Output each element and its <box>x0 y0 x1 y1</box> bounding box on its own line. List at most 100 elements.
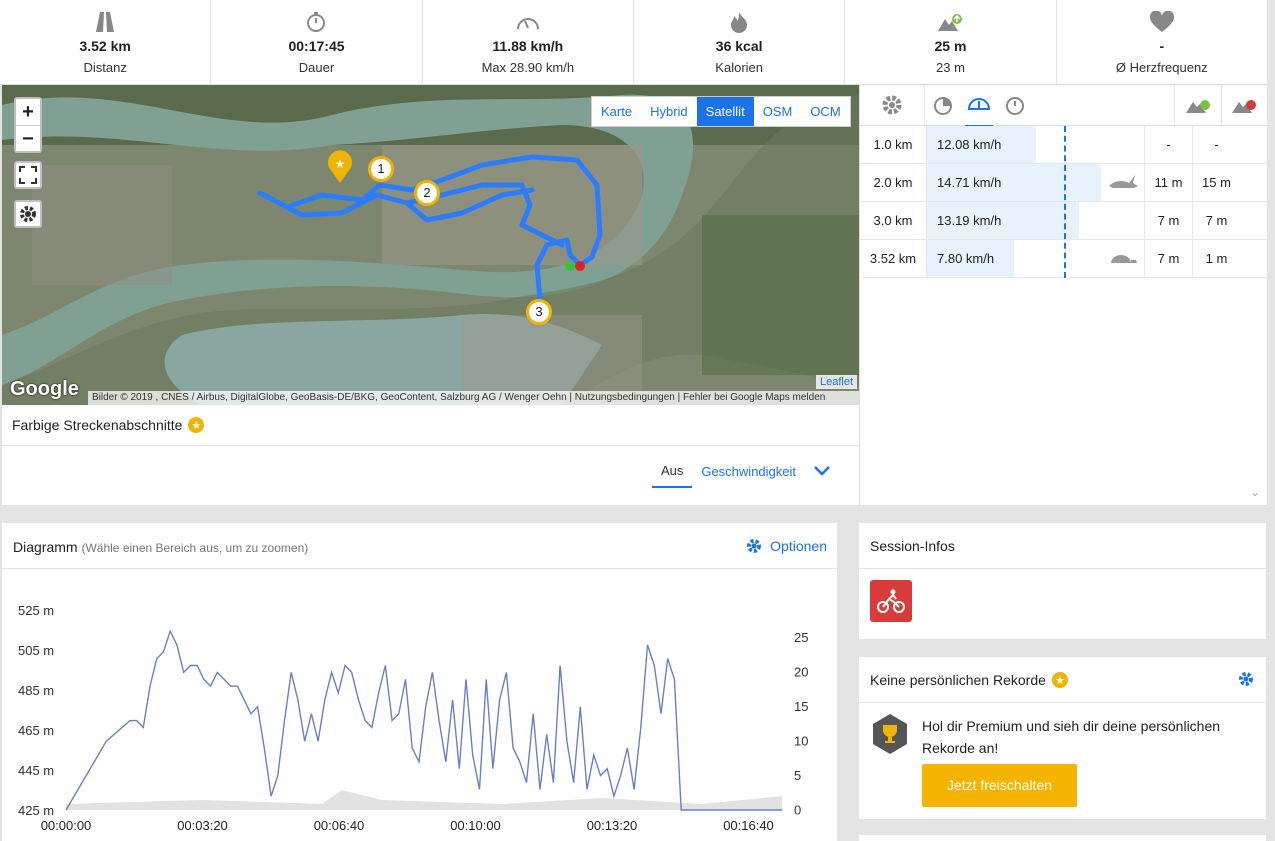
lap-speed: 7.80 km/h <box>937 251 995 266</box>
x-tick-label: 00:03:20 <box>177 818 228 833</box>
lap-speed-cell: 7.80 km/h <box>926 240 1144 277</box>
lap-row: 3.52 km 7.80 km/h 7 m 1 m <box>860 240 1267 278</box>
chart-svg[interactable]: 525 m 505 m 485 m 465 m 445 m 425 m 25 20 15 10 5 0… <box>2 568 837 841</box>
lap-marker-1[interactable]: 1 <box>368 156 394 182</box>
rabbit-icon <box>1107 172 1139 195</box>
gear-icon <box>747 539 762 553</box>
divider <box>859 568 1266 569</box>
lap-speed: 14.71 km/h <box>937 175 1002 190</box>
y-right-tick-label: 20 <box>794 665 808 680</box>
lap-speed-bar <box>927 164 1101 201</box>
diagram-title: Diagramm (Wähle einen Bereich aus, um zu… <box>13 539 308 555</box>
chevron-down-icon[interactable] <box>805 464 839 487</box>
stat-speed: 11.88 km/h Max 28.90 km/h <box>423 0 634 84</box>
lap-elevation-down: - <box>1192 126 1240 163</box>
segments-title: Farbige Streckenabschnitte ★ <box>12 417 205 433</box>
pace-icon[interactable] <box>933 95 953 115</box>
zoom-in-button[interactable]: + <box>22 101 34 123</box>
tab-geschwindigkeit[interactable]: Geschwindigkeit <box>701 464 796 479</box>
lap-speed: 13.19 km/h <box>937 213 1002 228</box>
layer-karte[interactable]: Karte <box>601 104 633 119</box>
stat-calories: 36 kcal Kalorien <box>634 0 846 84</box>
map-settings-button[interactable] <box>14 200 42 228</box>
stat-label: Dauer <box>298 60 335 75</box>
map-layer-switcher: Karte Hybrid Satellit OSM OCM <box>591 96 851 127</box>
x-tick-label: 00:16:40 <box>723 818 774 833</box>
diagram-panel: Diagramm (Wähle einen Bereich aus, um zu… <box>2 523 837 841</box>
records-settings-button[interactable] <box>1238 671 1254 692</box>
speed-tab[interactable] <box>964 84 993 127</box>
options-button[interactable]: Optionen <box>746 538 827 554</box>
lap-elevation-down: 15 m <box>1192 164 1240 201</box>
lap-speed-bar <box>927 202 1079 239</box>
elevation-down-icon <box>1232 100 1257 113</box>
segment-tabs: Aus Geschwindigkeit <box>651 463 839 488</box>
lap-row: 3.0 km 13.19 km/h 7 m 7 m <box>860 202 1267 240</box>
lap-marker-3[interactable]: 3 <box>526 299 552 325</box>
lap-elevation-up: - <box>1144 126 1192 163</box>
colored-segments-panel: Farbige Streckenabschnitte ★ Aus Geschwin… <box>2 405 859 505</box>
session-infos-title: Session-Infos <box>870 538 955 554</box>
scroll-down-icon[interactable]: ⌄ <box>1250 485 1261 499</box>
layer-hybrid[interactable]: Hybrid <box>650 104 688 119</box>
x-tick-label: 00:13:20 <box>587 818 638 833</box>
lap-marker-2[interactable]: 2 <box>414 180 440 206</box>
satellite-map-image: ★ <box>2 85 859 405</box>
trophy-icon <box>871 713 909 760</box>
x-tick-label: 00:10:00 <box>450 818 501 833</box>
cycling-icon[interactable] <box>870 580 912 622</box>
stat-duration: 00:17:45 Dauer <box>211 0 423 84</box>
lap-speed-cell: 14.71 km/h <box>926 164 1144 201</box>
laps-settings-button[interactable] <box>860 85 924 125</box>
zoom-out-button[interactable]: − <box>16 125 40 151</box>
lap-distance: 3.52 km <box>869 251 917 266</box>
y-left-tick-label: 525 m <box>18 603 54 618</box>
stat-label: Ø Herzfrequenz <box>1115 60 1208 75</box>
x-tick-label: 00:00:00 <box>41 818 92 833</box>
y-left-tick-label: 485 m <box>18 683 54 698</box>
flame-icon <box>634 10 844 34</box>
route-map[interactable]: ★ 1 2 3 + − Karte Hybrid Satellit OSM OC… <box>2 85 859 405</box>
lap-elevation-up: 7 m <box>1144 240 1192 277</box>
x-tick-label: 00:06:40 <box>314 818 365 833</box>
y-right-tick-label: 15 <box>794 699 808 714</box>
records-title-text: Keine persönlichen Rekorde <box>870 672 1046 688</box>
stat-label: Kalorien <box>715 60 763 75</box>
elevation-up-col <box>1174 85 1220 125</box>
premium-star-icon: ★ <box>188 417 205 433</box>
gear-icon <box>1239 672 1253 686</box>
options-label: Optionen <box>770 538 827 554</box>
y-left-tick-label: 505 m <box>18 643 54 658</box>
star-marker[interactable]: ★ <box>328 150 352 183</box>
y-right-tick-label: 0 <box>794 803 801 818</box>
stat-value: 11.88 km/h <box>492 38 564 54</box>
lap-row: 2.0 km 14.71 km/h 11 m 15 m <box>860 164 1267 202</box>
layer-satellit[interactable]: Satellit <box>696 97 754 126</box>
fullscreen-icon <box>19 166 37 184</box>
speedometer-icon <box>423 10 633 34</box>
diagram-hint: (Wähle einen Bereich aus, um zu zoomen) <box>81 541 309 555</box>
google-logo: Google <box>10 378 79 400</box>
y-right-tick-label: 10 <box>794 734 808 749</box>
divider <box>2 445 859 446</box>
fullscreen-button[interactable] <box>14 161 42 189</box>
stats-bar: 3.52 km Distanz 00:17:45 Dauer 11.88 km/… <box>0 0 1267 85</box>
laps-metric-tabs <box>923 84 1135 127</box>
layer-ocm[interactable]: OCM <box>810 104 841 119</box>
gear-icon <box>20 206 36 222</box>
lap-speed: 12.08 km/h <box>937 137 1002 152</box>
leaflet-link[interactable]: Leaflet <box>815 375 857 389</box>
divider <box>2 568 837 569</box>
premium-text: Hol dir Premium und sieh dir deine persö… <box>922 718 1221 756</box>
stat-value: 36 kcal <box>715 38 763 54</box>
elevation-down-col <box>1220 85 1267 125</box>
tab-aus[interactable]: Aus <box>651 463 693 488</box>
lap-elevation-down: 7 m <box>1192 202 1240 239</box>
speedometer-icon <box>967 97 990 110</box>
stopwatch-icon[interactable] <box>1005 95 1025 115</box>
unlock-button[interactable]: Jetzt freischalten <box>922 764 1077 807</box>
stat-label: 23 m <box>936 60 965 75</box>
svg-text:★: ★ <box>335 157 346 171</box>
laps-table: 1.0 km 12.08 km/h - -2.0 km 14.71 km/h 1… <box>859 85 1267 505</box>
layer-osm[interactable]: OSM <box>762 104 793 119</box>
